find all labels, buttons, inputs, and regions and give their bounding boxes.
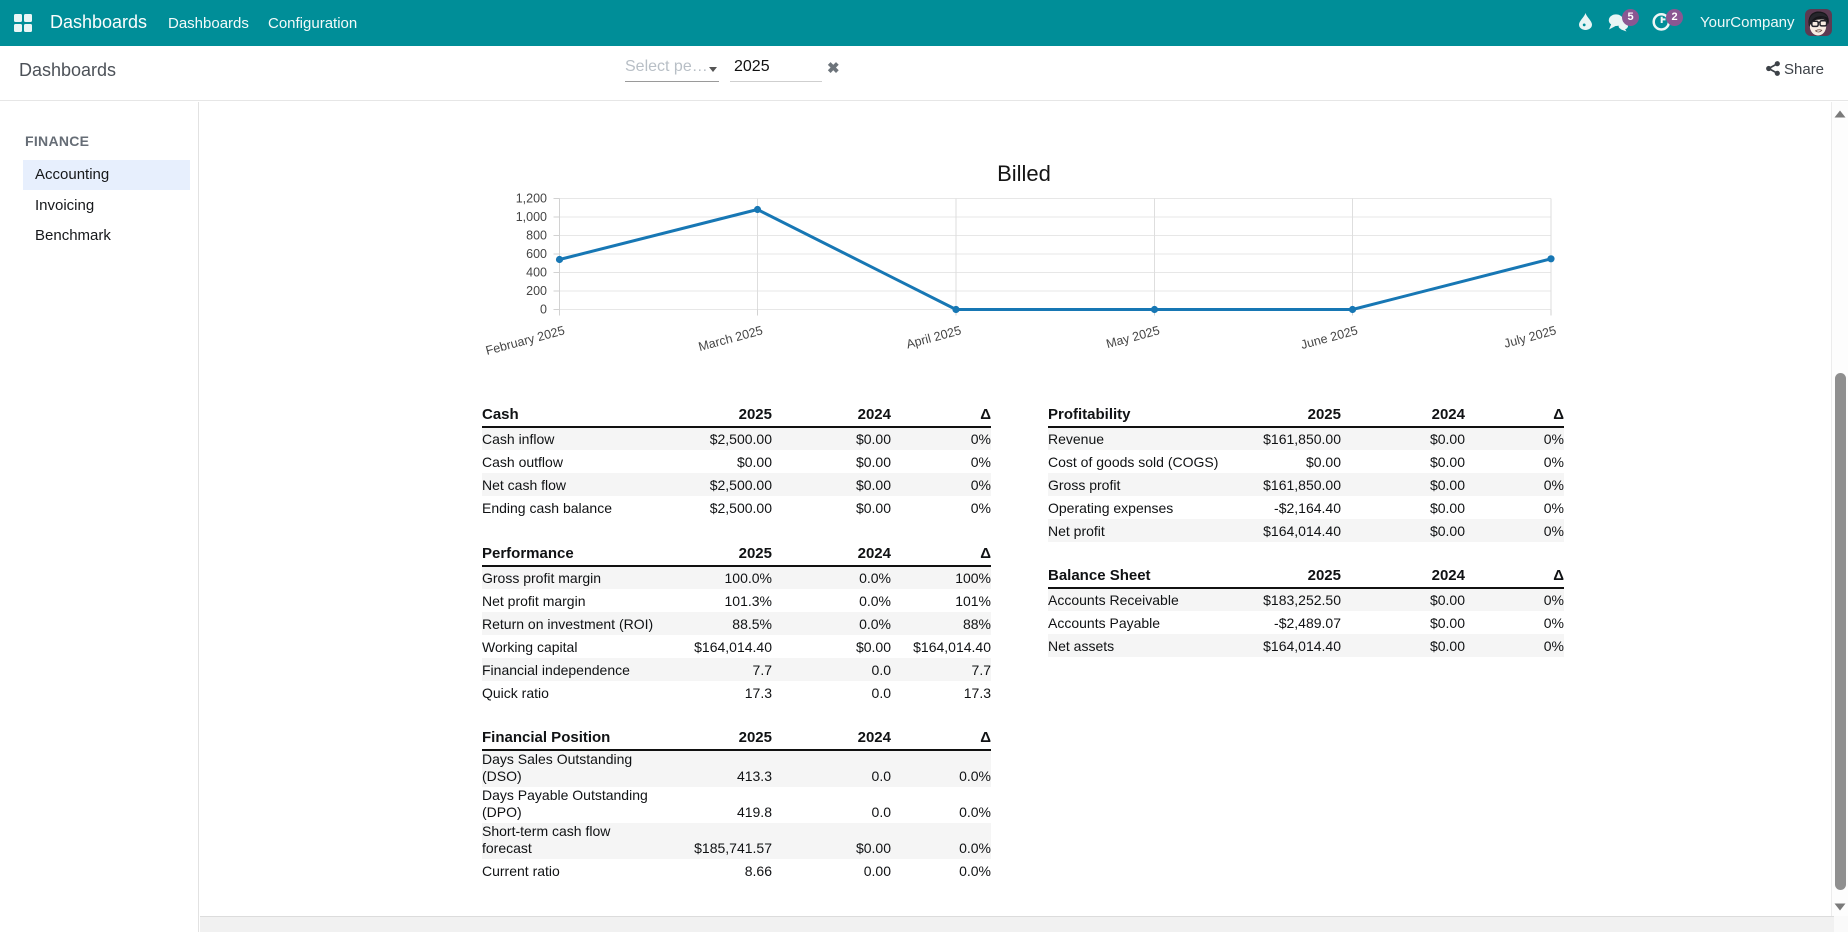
svg-text:200: 200 <box>526 284 547 298</box>
svg-text:February 2025: February 2025 <box>484 323 566 358</box>
svg-text:April 2025: April 2025 <box>905 323 963 351</box>
svg-text:800: 800 <box>526 229 547 243</box>
svg-text:July 2025: July 2025 <box>1502 323 1557 350</box>
svg-text:1,200: 1,200 <box>516 192 547 206</box>
svg-text:June 2025: June 2025 <box>1299 323 1359 352</box>
svg-text:March 2025: March 2025 <box>697 323 764 354</box>
svg-text:0: 0 <box>540 303 547 317</box>
svg-text:600: 600 <box>526 247 547 261</box>
svg-text:May 2025: May 2025 <box>1105 323 1162 351</box>
svg-text:1,000: 1,000 <box>516 210 547 224</box>
svg-text:400: 400 <box>526 266 547 280</box>
svg-text:Billed: Billed <box>997 161 1051 186</box>
